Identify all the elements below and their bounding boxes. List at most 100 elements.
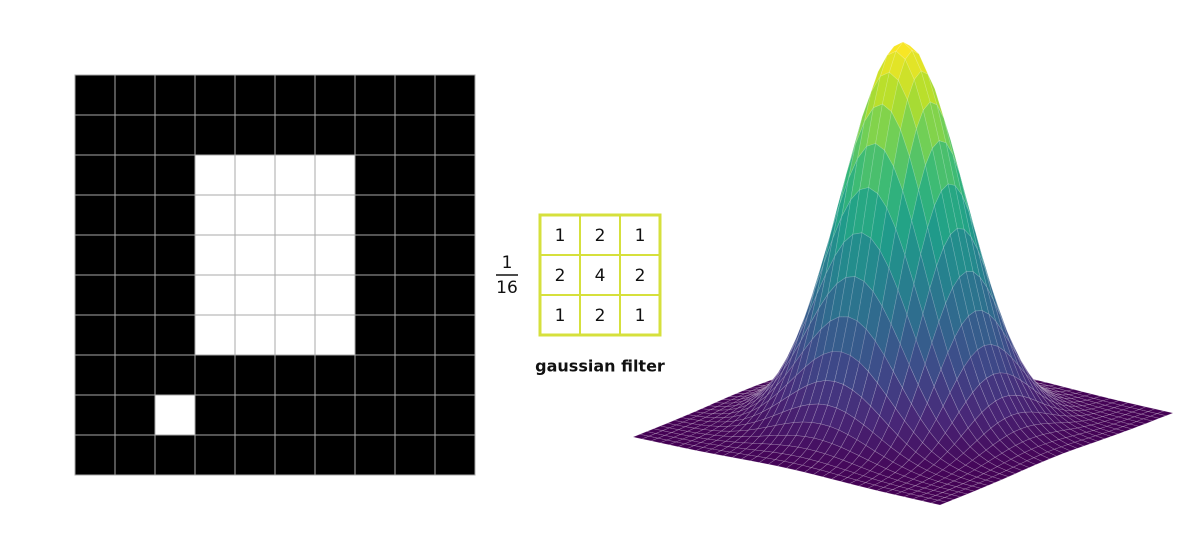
surface-facet (1142, 415, 1161, 422)
binary-image (74, 74, 476, 476)
pixel (314, 74, 356, 116)
pixel (274, 274, 316, 316)
pixel (234, 434, 276, 476)
pixel (114, 314, 156, 356)
surface-facet (1060, 444, 1078, 452)
pixel (194, 394, 236, 436)
scale-fraction: 1 16 (496, 253, 518, 298)
pixel (194, 74, 236, 116)
pixel (394, 194, 436, 236)
surface-facet (957, 488, 976, 495)
pixel (394, 114, 436, 156)
pixel (314, 434, 356, 476)
kernel-value: 2 (635, 266, 646, 286)
pixel (154, 74, 196, 116)
pixel (354, 274, 396, 316)
pixel (434, 394, 476, 436)
pixel (74, 114, 116, 156)
pixel (114, 114, 156, 156)
pixel (434, 274, 476, 316)
surface-facet (1087, 435, 1106, 442)
pixel (274, 234, 316, 276)
surface-facet (1156, 410, 1175, 417)
pixel (74, 314, 116, 356)
pixel (234, 354, 276, 396)
pixel (274, 394, 316, 436)
pixel (234, 114, 276, 156)
pixel (394, 314, 436, 356)
pixel (74, 74, 116, 116)
pixel (394, 154, 436, 196)
pixel (354, 354, 396, 396)
pixel (114, 234, 156, 276)
surface-facet (1005, 466, 1023, 475)
pixel (114, 354, 156, 396)
pixel (234, 274, 276, 316)
pixel (114, 274, 156, 316)
pixel (234, 74, 276, 116)
pixel (274, 74, 316, 116)
pixel (194, 354, 236, 396)
kernel-value: 1 (635, 306, 646, 326)
pixel (154, 234, 196, 276)
pixel (74, 234, 116, 276)
pixel (154, 314, 196, 356)
pixel (194, 114, 236, 156)
pixel (354, 154, 396, 196)
pixel (314, 394, 356, 436)
kernel-value: 2 (595, 306, 606, 326)
pixel (274, 314, 316, 356)
kernel-cell (579, 214, 621, 256)
pixel (434, 434, 476, 476)
pixel (114, 194, 156, 236)
denominator: 16 (496, 278, 518, 298)
pixel (154, 194, 196, 236)
pixel (74, 434, 116, 476)
pixel (194, 234, 236, 276)
pixel (354, 234, 396, 276)
surface-facet (991, 473, 1010, 481)
surface-facet (1080, 437, 1099, 444)
pixel (394, 234, 436, 276)
pixel (194, 434, 236, 476)
pixel (314, 314, 356, 356)
pixel (234, 154, 276, 196)
pixel (314, 154, 356, 196)
pixel (114, 434, 156, 476)
kernel-value: 2 (595, 226, 606, 246)
pixel (154, 434, 196, 476)
pixel (74, 354, 116, 396)
surface-facet (1128, 421, 1147, 427)
pixel (234, 314, 276, 356)
pixel (434, 354, 476, 396)
kernel-value: 1 (635, 226, 646, 246)
pixel (194, 154, 236, 196)
pixel (74, 194, 116, 236)
pixel (274, 354, 316, 396)
kernel-caption: gaussian filter (535, 357, 665, 376)
pixel (154, 274, 196, 316)
pixel (354, 394, 396, 436)
pixel (114, 74, 156, 116)
pixel (394, 354, 436, 396)
pixel (314, 114, 356, 156)
kernel-value: 1 (555, 306, 566, 326)
pixel (434, 314, 476, 356)
pixel (154, 154, 196, 196)
pixel (274, 194, 316, 236)
pixel (394, 74, 436, 116)
pixel (154, 354, 196, 396)
pixel (314, 234, 356, 276)
pixel (434, 234, 476, 276)
pixel (354, 114, 396, 156)
pixel (234, 394, 276, 436)
pixel (314, 194, 356, 236)
kernel-value: 4 (595, 266, 606, 286)
surface-facet (984, 476, 1003, 483)
surface-facet (1108, 428, 1126, 435)
kernel-border (538, 213, 662, 337)
pixel (234, 194, 276, 236)
pixel (434, 74, 476, 116)
pixel (114, 154, 156, 196)
pixel (314, 354, 356, 396)
